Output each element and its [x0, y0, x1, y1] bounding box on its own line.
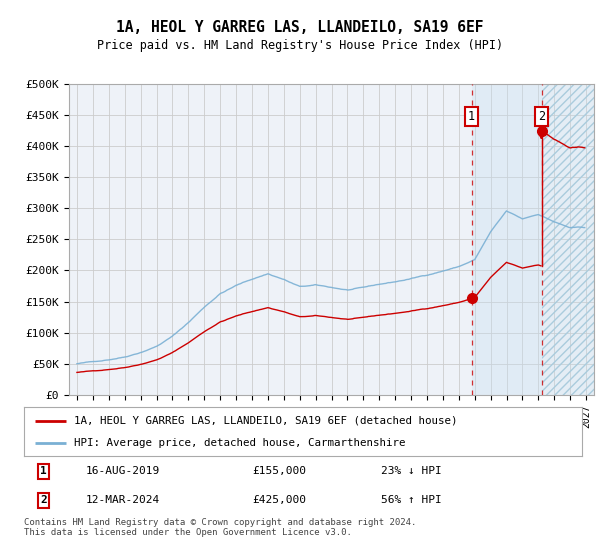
Text: £155,000: £155,000: [253, 466, 307, 477]
Text: 1: 1: [468, 110, 475, 123]
Text: 1A, HEOL Y GARREG LAS, LLANDEILO, SA19 6EF: 1A, HEOL Y GARREG LAS, LLANDEILO, SA19 6…: [116, 20, 484, 35]
Text: 56% ↑ HPI: 56% ↑ HPI: [381, 495, 442, 505]
Bar: [472, 84, 542, 395]
Text: Price paid vs. HM Land Registry's House Price Index (HPI): Price paid vs. HM Land Registry's House …: [97, 39, 503, 52]
Bar: [542, 84, 594, 395]
Text: 12-MAR-2024: 12-MAR-2024: [85, 495, 160, 505]
Text: 2: 2: [538, 110, 545, 123]
Text: 2: 2: [40, 495, 47, 505]
Text: Contains HM Land Registry data © Crown copyright and database right 2024.
This d: Contains HM Land Registry data © Crown c…: [24, 518, 416, 538]
Bar: [542, 84, 594, 395]
Text: 1: 1: [40, 466, 47, 477]
Text: £425,000: £425,000: [253, 495, 307, 505]
Text: 1A, HEOL Y GARREG LAS, LLANDEILO, SA19 6EF (detached house): 1A, HEOL Y GARREG LAS, LLANDEILO, SA19 6…: [74, 416, 458, 426]
Text: 23% ↓ HPI: 23% ↓ HPI: [381, 466, 442, 477]
Text: HPI: Average price, detached house, Carmarthenshire: HPI: Average price, detached house, Carm…: [74, 437, 406, 447]
Text: 16-AUG-2019: 16-AUG-2019: [85, 466, 160, 477]
